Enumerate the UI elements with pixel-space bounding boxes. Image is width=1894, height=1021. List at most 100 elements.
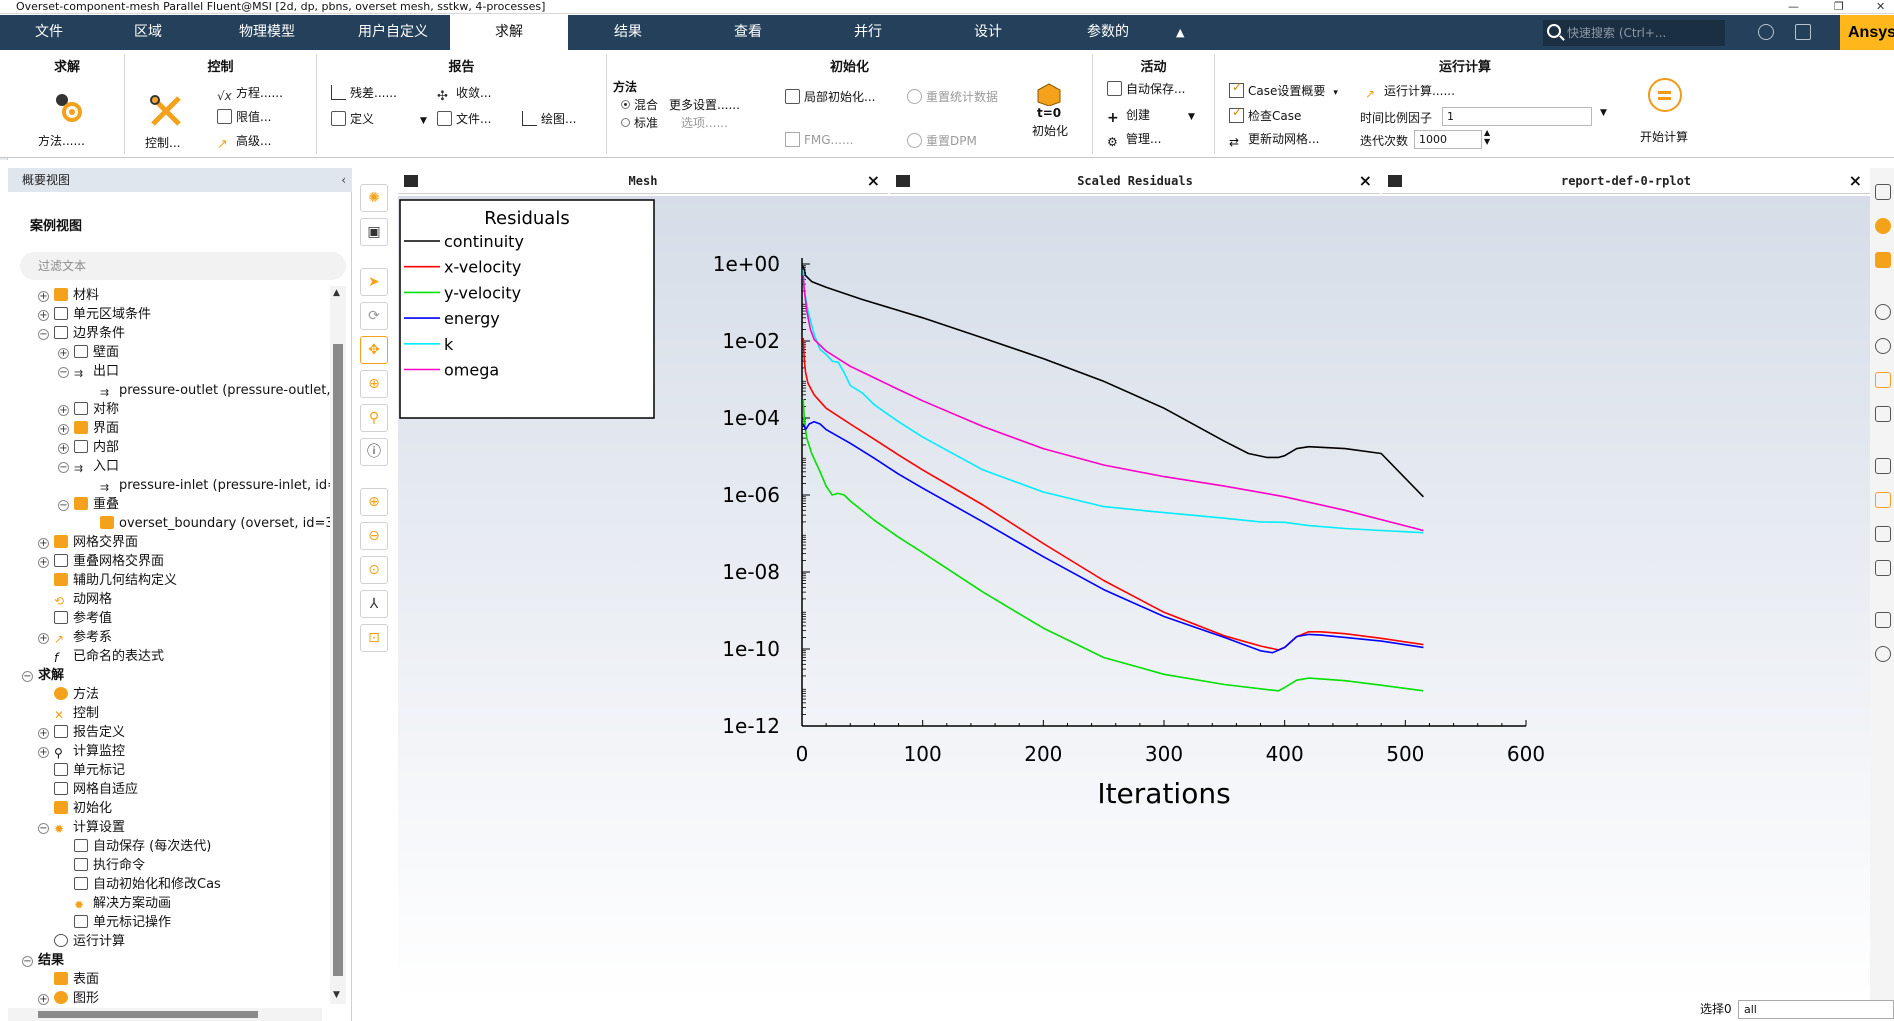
- expand-icon[interactable]: +: [58, 405, 69, 416]
- tree-item-auxiliary-geometry[interactable]: 辅助几何结构定义: [54, 571, 177, 590]
- initialize-icon[interactable]: [1034, 82, 1064, 107]
- close-window-icon[interactable]: ✕: [1876, 0, 1886, 13]
- tree-item-interface[interactable]: + 界面: [58, 419, 119, 438]
- controls-icon[interactable]: [147, 92, 181, 126]
- info-icon[interactable]: ⓘ: [360, 438, 388, 466]
- collapse-panel-icon[interactable]: ‹: [341, 173, 346, 187]
- plots-button[interactable]: 绘图...: [522, 110, 576, 127]
- start-calculation-icon[interactable]: [1648, 78, 1682, 112]
- options-button[interactable]: 选项......: [681, 116, 728, 130]
- view-icon[interactable]: [1875, 218, 1891, 234]
- tree-item-boundary-conditions[interactable]: − 边界条件: [38, 324, 125, 343]
- pin-icon[interactable]: [1875, 560, 1891, 576]
- tree-item-cell-zone-conditions[interactable]: + 单元区域条件: [38, 305, 151, 324]
- more-settings-button[interactable]: 更多设置......: [669, 98, 740, 112]
- expand-icon[interactable]: +: [58, 424, 69, 435]
- tab-physics[interactable]: 物理模型: [239, 24, 295, 40]
- collapse-icon[interactable]: −: [58, 367, 69, 378]
- expand-icon[interactable]: +: [58, 348, 69, 359]
- expand-icon[interactable]: +: [38, 747, 49, 758]
- tree-item-auto-init[interactable]: 自动初始化和修改Cas: [74, 875, 221, 894]
- tab-parallel[interactable]: 并行: [854, 24, 882, 40]
- zoom-out-icon[interactable]: ⊖: [360, 522, 388, 550]
- tree-item-reference-values[interactable]: 参考值: [54, 609, 112, 628]
- layout-icon[interactable]: [1795, 24, 1811, 40]
- pan-icon[interactable]: ✥: [360, 336, 388, 364]
- time-scale-dropdown-icon[interactable]: ▼: [1600, 108, 1607, 118]
- tree-item-calculation-activities[interactable]: − ✹ 计算设置: [38, 818, 125, 837]
- tree-item-inlet[interactable]: − ⇉ 入口: [58, 457, 119, 476]
- camera-icon[interactable]: [1875, 184, 1891, 200]
- fmg-button[interactable]: FMG......: [785, 132, 853, 147]
- mesh-display-icon[interactable]: ✺: [360, 184, 388, 212]
- help-icon[interactable]: [1758, 24, 1774, 40]
- maximize-icon[interactable]: ❐: [1834, 0, 1844, 13]
- fit-to-window-icon[interactable]: ⊙: [360, 556, 388, 584]
- run-calculation-button[interactable]: ↗ 运行计算......: [1365, 82, 1455, 102]
- scrollbar-thumb[interactable]: [38, 1011, 258, 1018]
- initialize-button[interactable]: 初始化: [1032, 124, 1069, 138]
- tab-user-defined[interactable]: 用户自定义: [358, 24, 428, 40]
- tree-vertical-scrollbar[interactable]: ▲ ▼: [330, 286, 346, 1004]
- collapse-icon[interactable]: −: [22, 956, 33, 967]
- tree-item-wall[interactable]: + 壁面: [58, 343, 119, 362]
- tab-view[interactable]: 查看: [734, 24, 762, 40]
- tree-item-overset-boundary[interactable]: overset_boundary (overset, id=31: [100, 514, 330, 533]
- collapse-ribbon-icon[interactable]: ▲: [1176, 26, 1185, 39]
- close-tab-icon[interactable]: ×: [1358, 171, 1372, 190]
- orient-icon[interactable]: [1875, 252, 1891, 268]
- window-icon[interactable]: [1875, 612, 1891, 628]
- definitions-dropdown-icon[interactable]: ▼: [420, 116, 427, 126]
- hybrid-radio[interactable]: 混合: [621, 96, 658, 113]
- controls-button[interactable]: 控制...: [145, 136, 181, 150]
- files-button[interactable]: 文件...: [437, 110, 491, 127]
- collapse-icon[interactable]: −: [58, 462, 69, 473]
- convergence-button[interactable]: ✣ 收敛...: [437, 84, 491, 104]
- eye-icon[interactable]: [1875, 304, 1891, 320]
- axes-icon[interactable]: ⅄: [360, 590, 388, 618]
- iterations-stepper-icon[interactable]: ▲ ▼: [1484, 128, 1491, 146]
- create-button[interactable]: + 创建 ▼: [1107, 106, 1195, 126]
- tab-report-plot[interactable]: report-def-0-rplot ×: [1382, 168, 1870, 194]
- tree-item-adaption[interactable]: 网格自适应: [54, 780, 138, 799]
- expand-icon[interactable]: +: [38, 291, 49, 302]
- residuals-button[interactable]: 残差......: [331, 84, 397, 101]
- zoom-icon[interactable]: ⚲: [360, 404, 388, 432]
- hide-icon[interactable]: [1875, 338, 1891, 354]
- expand-icon[interactable]: +: [38, 728, 49, 739]
- reset-dpm-button[interactable]: 重置DPM: [907, 132, 977, 149]
- scroll-up-icon[interactable]: ▲: [333, 288, 340, 298]
- tab-mesh[interactable]: Mesh ×: [398, 168, 888, 194]
- time-scale-input[interactable]: 1: [1442, 107, 1592, 126]
- close-tab-icon[interactable]: ×: [1848, 171, 1862, 190]
- expand-icon[interactable]: +: [58, 443, 69, 454]
- start-calculation-button[interactable]: 开始计算: [1640, 130, 1689, 144]
- definitions-button[interactable]: 定义 ▼: [331, 110, 427, 127]
- tree-item-report-definitions[interactable]: + 报告定义: [38, 723, 125, 742]
- manage-button[interactable]: ⚙ 管理...: [1107, 130, 1161, 150]
- tree-item-materials[interactable]: + 材料: [38, 286, 99, 305]
- collapse-icon[interactable]: −: [58, 500, 69, 511]
- iterations-input[interactable]: 1000: [1414, 130, 1482, 149]
- tree-item-solution-animations[interactable]: ✹ 解决方案动画: [74, 894, 171, 913]
- standard-radio[interactable]: 标准: [621, 114, 658, 131]
- chart-icon[interactable]: [1875, 458, 1891, 474]
- zoom-in-icon[interactable]: ⊕: [360, 488, 388, 516]
- advanced-button[interactable]: ↗ 高级...: [217, 132, 271, 152]
- tree-item-outlet[interactable]: − ⇉ 出口: [58, 362, 119, 381]
- reset-stats-button[interactable]: 重置统计数据: [907, 88, 998, 105]
- scrollbar-thumb[interactable]: [333, 344, 343, 976]
- tree-item-overset[interactable]: − 重叠: [58, 495, 119, 514]
- case-summary-button[interactable]: Case设置概要 ▾: [1229, 80, 1338, 99]
- autosave-button[interactable]: 自动保存...: [1107, 80, 1185, 97]
- tree-item-cell-registers[interactable]: 单元标记: [54, 761, 125, 780]
- tree-horizontal-scrollbar[interactable]: [8, 1008, 322, 1021]
- filter-text-input[interactable]: 过滤文本: [20, 252, 346, 280]
- case-summary-dropdown-icon[interactable]: ▾: [1333, 88, 1338, 98]
- tree-item-solution[interactable]: − 求解: [22, 666, 64, 685]
- tree-item-methods[interactable]: 方法: [54, 685, 99, 704]
- tree-item-overset-interfaces[interactable]: + 重叠网格交界面: [38, 552, 164, 571]
- minimize-icon[interactable]: —: [1788, 0, 1799, 13]
- tree-item-controls[interactable]: ✕ 控制: [54, 704, 99, 723]
- tree-item-initialization[interactable]: 初始化: [54, 799, 112, 818]
